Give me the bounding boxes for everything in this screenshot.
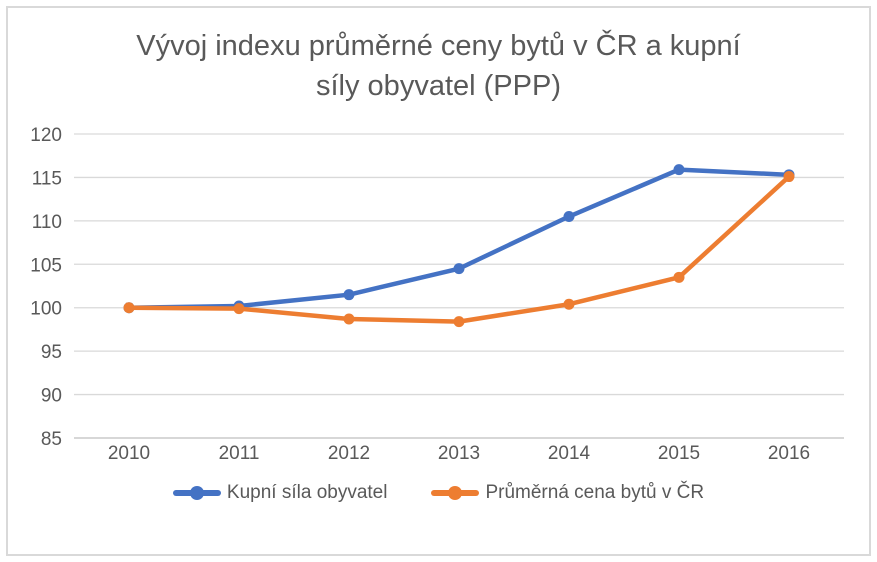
data-point-series-1 [453, 316, 465, 328]
data-point-series-1 [563, 298, 575, 310]
legend-label: Průměrná cena bytů v ČR [485, 482, 705, 503]
series-line-1 [126, 174, 792, 324]
data-point-series-1 [673, 271, 685, 283]
y-axis-tick-label: 95 [41, 342, 62, 363]
y-axis-tick-label: 85 [41, 429, 62, 450]
x-axis-tick-label: 2011 [219, 443, 260, 464]
legend-entry-prumerna-cena: Průměrná cena bytů v ČR [431, 482, 704, 504]
legend-entry-kupni-sila: Kupní síla obyvatel [172, 482, 388, 504]
x-axis-tick-label: 2013 [438, 443, 480, 464]
data-point-series-1 [343, 313, 355, 325]
series-line-0 [126, 167, 792, 310]
x-axis-tick-label: 2016 [768, 443, 810, 464]
chart-canvas: 120 115 110 105 100 95 90 85 2010 2011 2012 2013 201… [30, 125, 844, 464]
legend-label: Kupní síla obyvatel [226, 482, 388, 503]
data-point-series-0 [343, 289, 355, 301]
chart-title: Vývoj indexu průměrné ceny bytů v ČR a k… [136, 30, 741, 102]
data-point-series-0 [563, 211, 575, 223]
x-axis-tick-label: 2010 [108, 443, 150, 464]
data-point-series-1 [123, 302, 135, 314]
x-axis-tick-label: 2015 [658, 443, 700, 464]
data-point-series-0 [453, 263, 465, 275]
y-axis-tick-label: 115 [32, 168, 62, 189]
y-axis-tick-label: 110 [32, 212, 62, 233]
chart-frame: Vývoj indexu průměrné ceny bytů v ČR a k… [6, 6, 871, 556]
data-point-series-1 [233, 303, 245, 315]
y-axis-tick-label: 120 [30, 125, 62, 146]
line-marker-swatch-icon [431, 486, 480, 500]
data-point-series-1 [783, 171, 795, 183]
y-axis-tick-label: 105 [30, 255, 62, 276]
x-axis-tick-label: 2014 [548, 443, 591, 464]
line-marker-swatch-icon [172, 486, 221, 500]
data-point-series-0 [673, 164, 685, 176]
y-axis-tick-label: 90 [41, 386, 62, 407]
x-axis-tick-label: 2012 [328, 443, 370, 464]
chart-legend: Kupní síla obyvatel Průměrná cena bytů v… [8, 482, 869, 504]
y-axis-tick-label: 100 [30, 299, 62, 320]
